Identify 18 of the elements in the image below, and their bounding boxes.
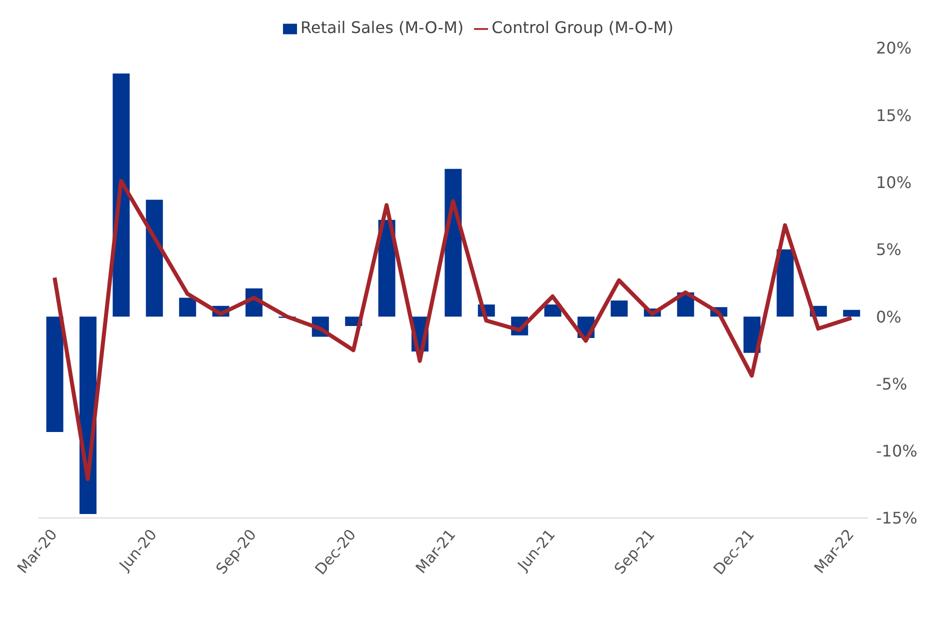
line-series [52, 178, 854, 482]
bar [112, 74, 130, 317]
bar [146, 200, 163, 317]
y-tick-label: 0% [876, 307, 902, 326]
legend-label: Control Group (M-O-M) [492, 18, 674, 37]
bar [179, 298, 196, 317]
legend-label: Retail Sales (M-O-M) [300, 18, 464, 37]
bar [776, 249, 794, 317]
bar [610, 300, 628, 317]
y-tick-label: 20% [876, 38, 912, 58]
y-tick-label: -15% [876, 508, 918, 528]
y-tick-label: 10% [876, 172, 912, 192]
y-tick-label: 5% [876, 240, 902, 260]
y-tick-label: 15% [876, 106, 912, 125]
y-tick-label: -10% [876, 442, 918, 461]
y-tick-label: -5% [876, 374, 908, 394]
bar [46, 316, 64, 432]
bar [843, 310, 860, 317]
